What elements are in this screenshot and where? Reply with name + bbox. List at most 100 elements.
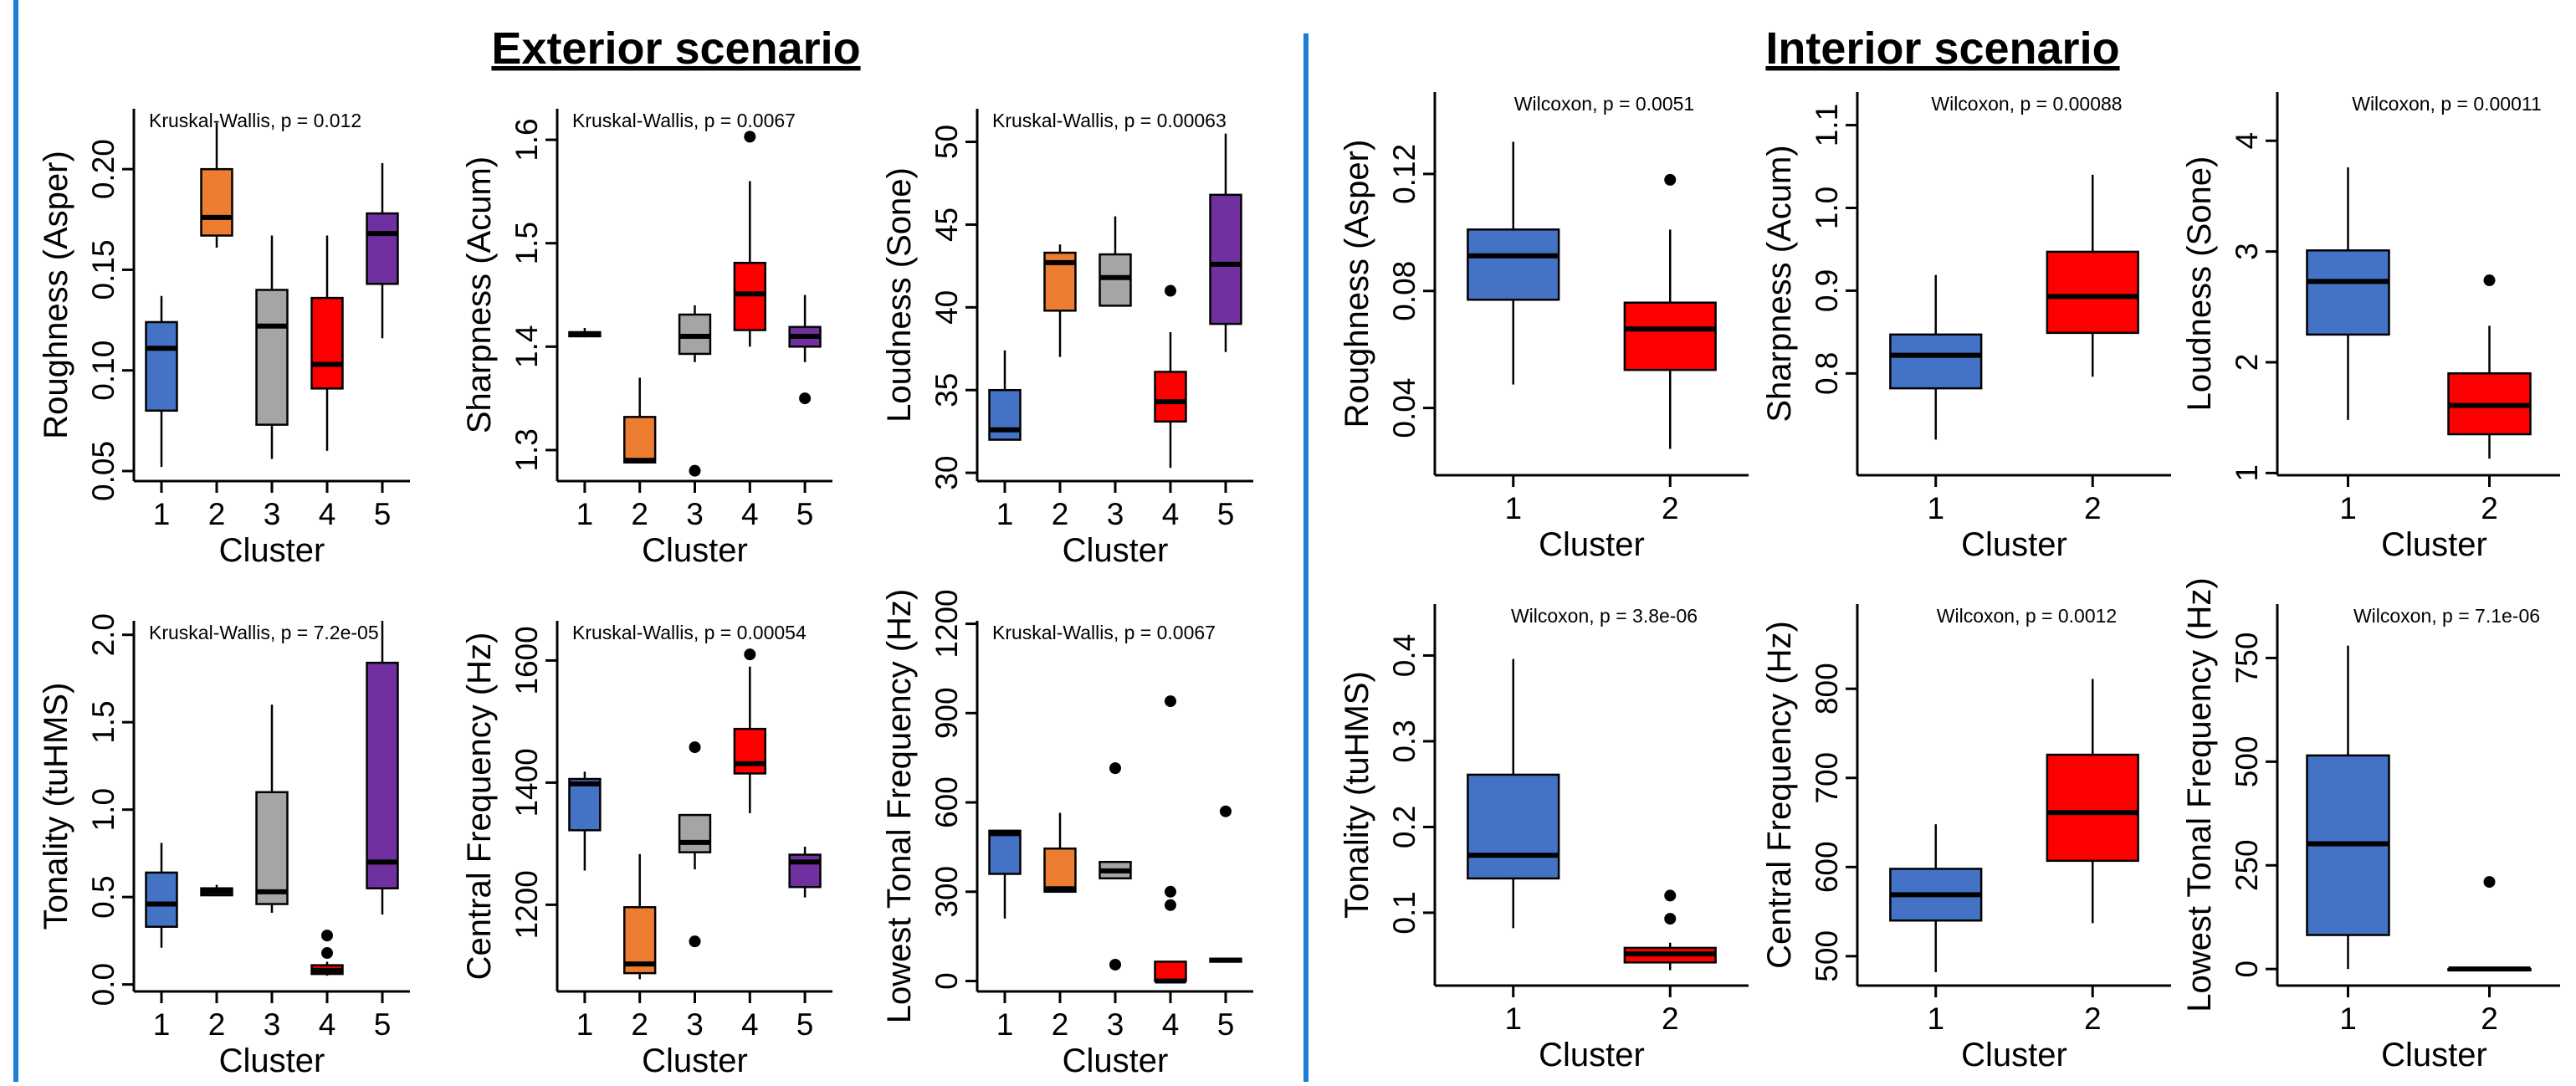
box-cluster-4	[310, 235, 344, 451]
x-axis-title: Cluster	[219, 1042, 325, 1079]
x-tick-label: 5	[796, 497, 814, 531]
box-body	[1467, 228, 1560, 301]
y-tick-label: 1.5	[510, 222, 544, 264]
x-axis-title: Cluster	[1961, 526, 2067, 563]
x-tick-label: 1	[996, 1007, 1014, 1042]
outlier-point	[321, 947, 333, 960]
box-cluster-3	[678, 741, 712, 948]
y-tick-label: 0.1	[1387, 891, 1421, 934]
x-tick-label: 1	[2339, 1001, 2357, 1036]
x-tick-label: 4	[741, 497, 759, 531]
box-cluster-1	[988, 350, 1022, 441]
x-tick-label: 2	[2084, 1001, 2102, 1036]
test-annotation: Wilcoxon, p = 0.0051	[1514, 93, 1694, 115]
outlier-point	[1165, 899, 1176, 911]
panel-2: 1.3 1.4 1.5 1.6 1 2 3 4 5 Cluster Sharpness (Acum)…	[461, 109, 832, 569]
outlier-point	[1664, 173, 1677, 186]
box-body	[1467, 773, 1560, 880]
box-body	[2306, 249, 2390, 336]
outlier-point	[799, 392, 812, 405]
box-cluster-1	[1467, 658, 1560, 929]
box-cluster-1	[1889, 274, 1983, 440]
y-tick-label: 35	[930, 373, 964, 407]
x-tick-label: 2	[2481, 491, 2498, 525]
x-tick-label: 2	[1662, 491, 1679, 525]
test-annotation: Kruskal-Wallis, p = 0.012	[149, 110, 361, 131]
box-cluster-2	[2447, 876, 2532, 972]
box-cluster-1	[2306, 167, 2390, 420]
y-axis-title: Roughness (Asper)	[1339, 140, 1375, 428]
box-body	[2046, 753, 2139, 863]
test-annotation: Kruskal-Wallis, p = 0.0067	[992, 622, 1216, 643]
x-axis-title: Cluster	[1063, 532, 1169, 569]
box-cluster-3	[255, 704, 289, 913]
x-tick-label: 4	[1162, 1007, 1180, 1042]
y-axis-title: Roughness (Asper)	[38, 151, 74, 439]
x-tick-label: 2	[1052, 497, 1069, 531]
box-cluster-5	[788, 847, 822, 898]
y-tick-label: 2.0	[86, 613, 120, 656]
box-cluster-1	[1467, 141, 1560, 385]
box-body	[1889, 333, 1983, 390]
y-tick-label: 1.4	[510, 325, 544, 368]
panel-8: 0.8 0.9 1.0 1.1 1 2 Cluster Sharpness (Acum) Wil…	[1761, 92, 2171, 563]
test-annotation: Kruskal-Wallis, p = 0.00063	[992, 110, 1227, 131]
y-tick-label: 0.20	[86, 139, 120, 199]
panel-4: 0.0 0.5 1.0 1.5 2.0 1 2 3 4 5 Cluster Tonality (tuH…	[38, 613, 410, 1079]
box-cluster-4	[310, 930, 344, 976]
x-tick-label: 2	[208, 497, 226, 531]
x-tick-label: 5	[1217, 497, 1235, 531]
box-body	[200, 167, 233, 237]
box-body	[255, 791, 289, 905]
y-tick-label: 30	[930, 456, 964, 490]
outlier-point	[744, 648, 756, 661]
y-tick-label: 0	[2230, 960, 2264, 978]
test-annotation: Kruskal-Wallis, p = 0.00054	[572, 622, 807, 643]
x-tick-label: 1	[996, 497, 1014, 531]
x-tick-label: 4	[741, 1007, 759, 1042]
box-cluster-1	[568, 328, 602, 338]
y-tick-label: 0.5	[86, 875, 120, 918]
box-body	[1623, 301, 1717, 371]
box-body	[145, 320, 178, 412]
test-annotation: Kruskal-Wallis, p = 7.2e-05	[149, 622, 379, 643]
outlier-point	[689, 741, 701, 754]
box-body	[2046, 250, 2139, 335]
x-tick-label: 1	[1927, 491, 1944, 525]
test-annotation: Wilcoxon, p = 0.00011	[2352, 93, 2542, 115]
box-cluster-2	[2046, 174, 2139, 377]
y-tick-label: 40	[930, 290, 964, 325]
left-border	[13, 0, 18, 1082]
box-body	[1043, 847, 1077, 894]
y-tick-label: 900	[930, 687, 964, 739]
y-tick-label: 0.8	[1810, 352, 1844, 395]
outlier-point	[1664, 889, 1677, 902]
box-cluster-2	[623, 377, 657, 464]
box-cluster-5	[366, 621, 399, 915]
y-axis-title: Sharpness (Acum)	[1761, 145, 1798, 422]
y-tick-label: 45	[930, 207, 964, 242]
outlier-point	[1664, 913, 1677, 925]
box-body	[733, 261, 766, 331]
x-tick-label: 2	[1662, 1001, 1679, 1036]
y-tick-label: 1.0	[1810, 187, 1844, 229]
y-tick-label: 0.2	[1387, 806, 1421, 848]
y-axis-title: Sharpness (Acum)	[461, 156, 498, 433]
box-body	[678, 813, 712, 853]
x-tick-label: 3	[686, 497, 704, 531]
x-tick-label: 5	[796, 1007, 814, 1042]
x-tick-label: 2	[2084, 491, 2102, 525]
outlier-point	[321, 930, 333, 942]
y-tick-label: 700	[1810, 752, 1844, 804]
y-tick-label: 0.08	[1387, 261, 1421, 321]
x-axis-title: Cluster	[2381, 1037, 2487, 1073]
y-axis-title: Tonality (tuHMS)	[1339, 671, 1375, 919]
x-tick-label: 3	[264, 497, 281, 531]
x-axis-title: Cluster	[1961, 1037, 2067, 1073]
box-cluster-1	[988, 829, 1022, 919]
box-cluster-4	[1154, 284, 1187, 469]
